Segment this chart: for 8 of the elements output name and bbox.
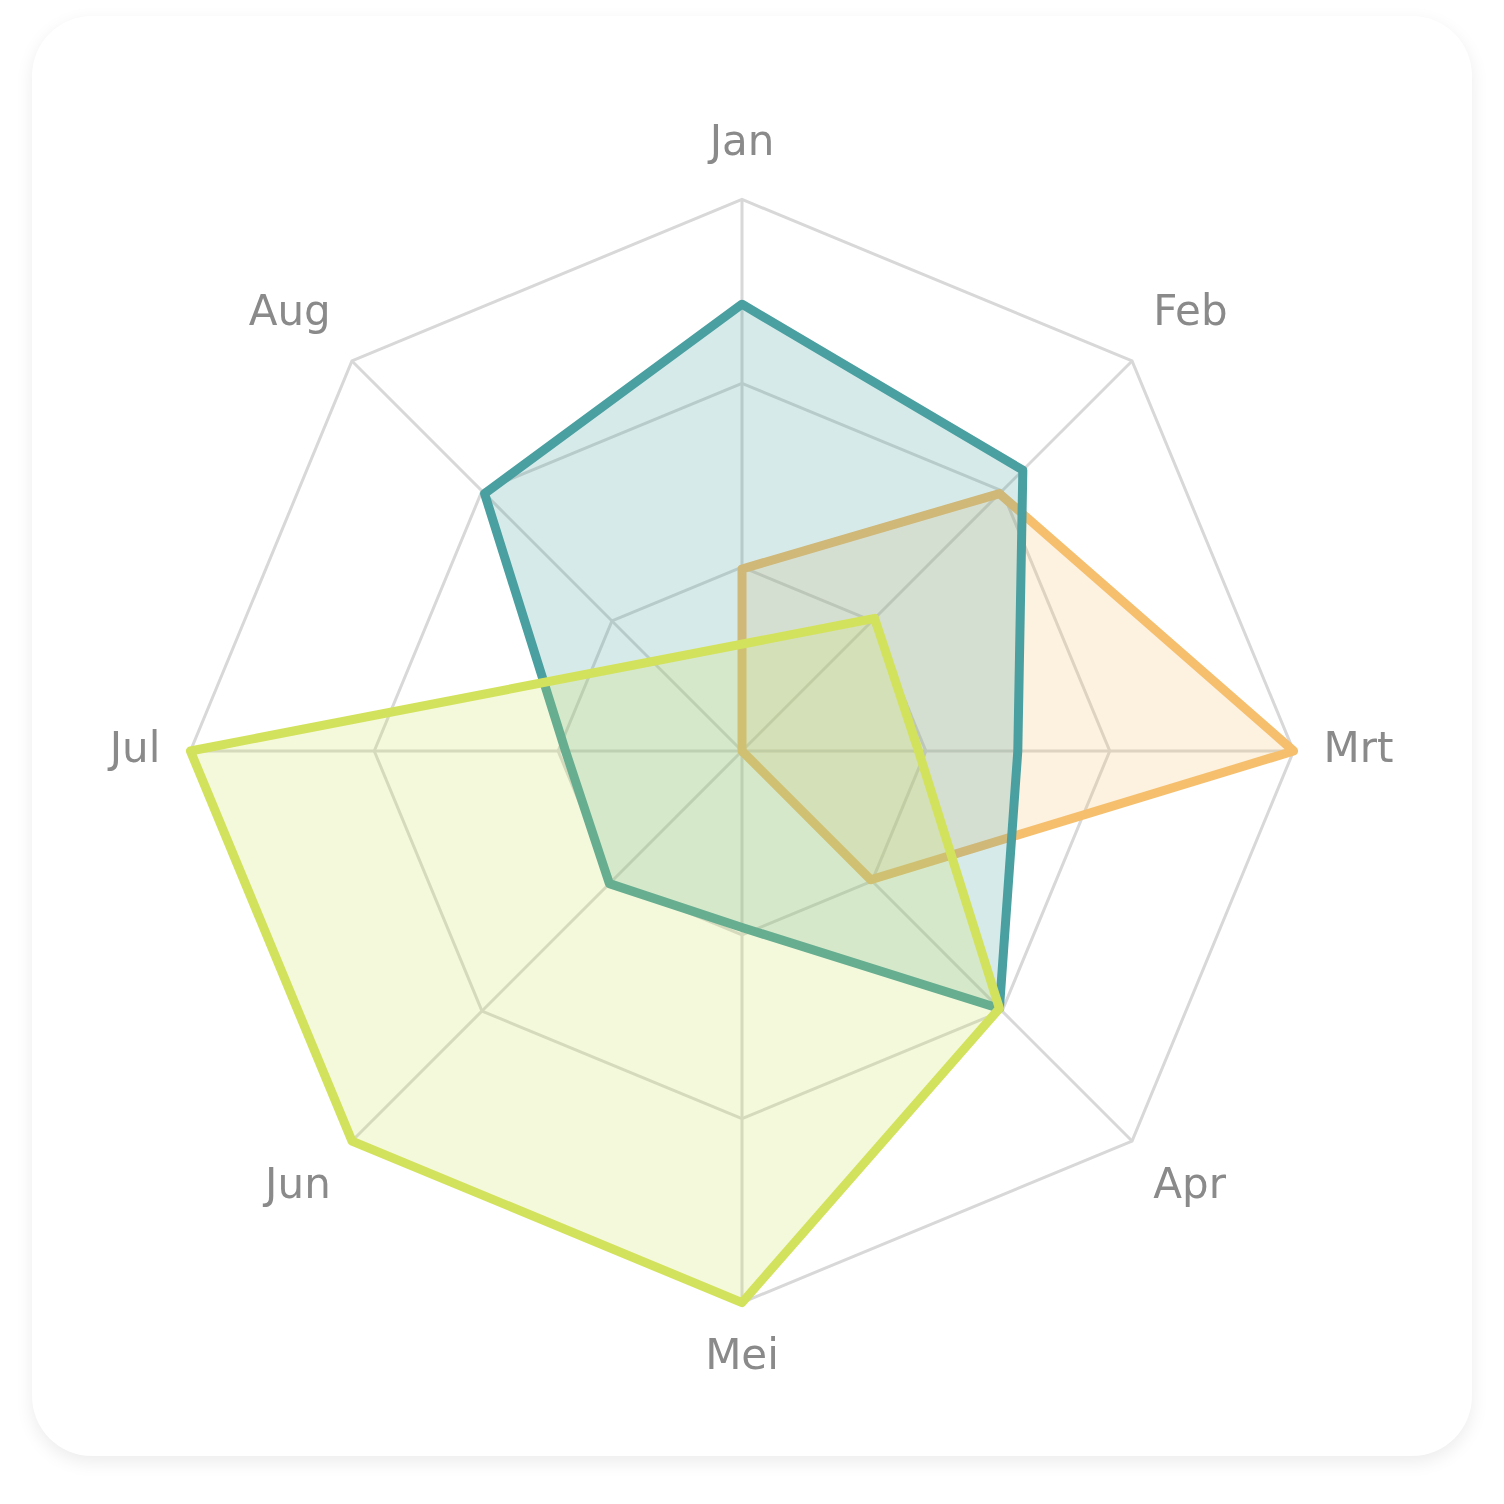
spoke-label: Mei (705, 1329, 779, 1379)
spoke-label: Feb (1153, 286, 1228, 336)
spoke-label: Aug (248, 286, 331, 336)
spoke-label: Jan (706, 116, 775, 166)
spoke-label: Jun (262, 1159, 331, 1209)
spoke-label: Mrt (1323, 722, 1394, 772)
spoke-label: Apr (1153, 1159, 1227, 1209)
spoke-label: Jul (106, 722, 161, 772)
